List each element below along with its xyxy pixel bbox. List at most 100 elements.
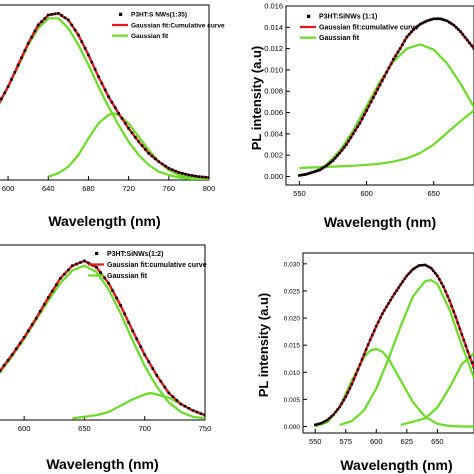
y-tick-label: 0.012: [264, 44, 283, 53]
x-tick-label: 650: [78, 424, 91, 433]
x-tick-label: 640: [42, 184, 55, 193]
data-point: [0, 97, 3, 101]
data-point: [411, 268, 415, 271]
data-point: [50, 13, 53, 16]
data-point: [349, 136, 353, 139]
data-point: [87, 261, 90, 265]
gaussian-fit-line-3: [339, 279, 474, 426]
data-point: [448, 21, 451, 24]
y-axis-label: PL intensity (a.u): [249, 46, 264, 151]
data-point: [367, 104, 371, 108]
data-point: [394, 54, 397, 58]
data-point: [123, 122, 127, 125]
data-point: [448, 299, 451, 302]
legend-label: P3HT:SiNWs(1:2): [107, 251, 163, 258]
data-point: [22, 335, 26, 339]
legend-label: Gaussian fit:cumulative curve: [107, 262, 207, 269]
data-point: [334, 410, 337, 414]
data-point: [336, 408, 339, 411]
data-point: [446, 294, 449, 298]
data-point: [430, 18, 433, 21]
y-tick-label: 0.008: [264, 87, 283, 96]
data-point: [418, 22, 422, 26]
data-point: [201, 175, 204, 179]
cumulative-fit-line-1: [299, 17, 474, 177]
data-point: [87, 53, 90, 57]
data-point: [413, 266, 417, 270]
data-point: [381, 312, 384, 315]
data-point: [436, 17, 440, 21]
data-point: [347, 139, 350, 143]
data-point: [164, 164, 167, 168]
data-point: [159, 379, 163, 383]
plot-area: [298, 17, 474, 177]
data-point: [14, 347, 18, 351]
data-point: [320, 422, 323, 425]
y-tick-label: 0.005: [284, 397, 301, 404]
data-point: [187, 407, 191, 410]
data-point: [63, 16, 67, 20]
data-point: [396, 50, 400, 54]
data-point: [42, 303, 46, 306]
data-point: [175, 399, 179, 402]
data-point: [90, 60, 94, 64]
data-point: [187, 173, 191, 177]
x-tick-label: 625: [401, 437, 414, 446]
data-point: [427, 18, 431, 22]
data-point: [103, 276, 106, 280]
data-point: [107, 281, 110, 285]
data-point: [40, 20, 43, 23]
gaussian-fit-line-2: [0, 17, 209, 180]
data-point: [360, 358, 364, 361]
data-point: [375, 324, 378, 328]
data-point: [190, 174, 194, 177]
data-point: [137, 140, 140, 143]
data-point: [203, 413, 205, 417]
data-point: [304, 173, 308, 176]
x-tick-label: 600: [18, 424, 31, 433]
data-point: [470, 361, 474, 364]
data-point: [300, 173, 303, 177]
data-point: [379, 316, 382, 320]
y-tick-label: 0.016: [264, 2, 283, 11]
data-point: [328, 416, 331, 420]
data-point: [99, 271, 102, 274]
data-point: [154, 157, 157, 161]
data-point: [59, 277, 62, 280]
data-point: [439, 17, 442, 21]
data-point: [403, 39, 406, 43]
data-point: [57, 12, 60, 15]
data-point: [170, 168, 174, 172]
data-point: [60, 14, 63, 17]
data-point: [333, 156, 337, 160]
data-point: [397, 286, 400, 289]
data-point: [371, 96, 375, 99]
legend-label: Gaussian fit:cumulative curve: [319, 24, 419, 31]
plot-frame: [302, 252, 474, 434]
chart-panel-3: 600 650 700 750 Wavelength (nm) P3HT:SiNWs(1:…: [0, 244, 211, 472]
data-point: [441, 18, 444, 21]
x-tick-label: 650: [427, 189, 440, 198]
data-point: [140, 144, 144, 147]
data-point: [167, 167, 171, 170]
data-point: [425, 19, 429, 23]
data-point: [70, 23, 74, 27]
data-point: [459, 30, 462, 33]
data-point: [316, 169, 319, 173]
y-tick-label: 0.000: [284, 424, 301, 431]
data-point: [454, 315, 457, 319]
data-point: [378, 83, 382, 87]
legend-label: Gaussian fit: [319, 35, 360, 42]
data-point: [115, 296, 118, 300]
y-tick-label: 0.025: [284, 288, 301, 295]
data-point: [405, 274, 409, 277]
data-point: [407, 33, 411, 36]
data-point: [36, 23, 40, 27]
gaussian-fit-line-3: [47, 112, 209, 180]
y-tick-label: 0.010: [284, 370, 301, 377]
data-point: [432, 17, 436, 21]
data-point: [30, 323, 34, 326]
data-point: [405, 35, 409, 39]
data-point: [421, 21, 424, 25]
data-point: [438, 278, 441, 281]
